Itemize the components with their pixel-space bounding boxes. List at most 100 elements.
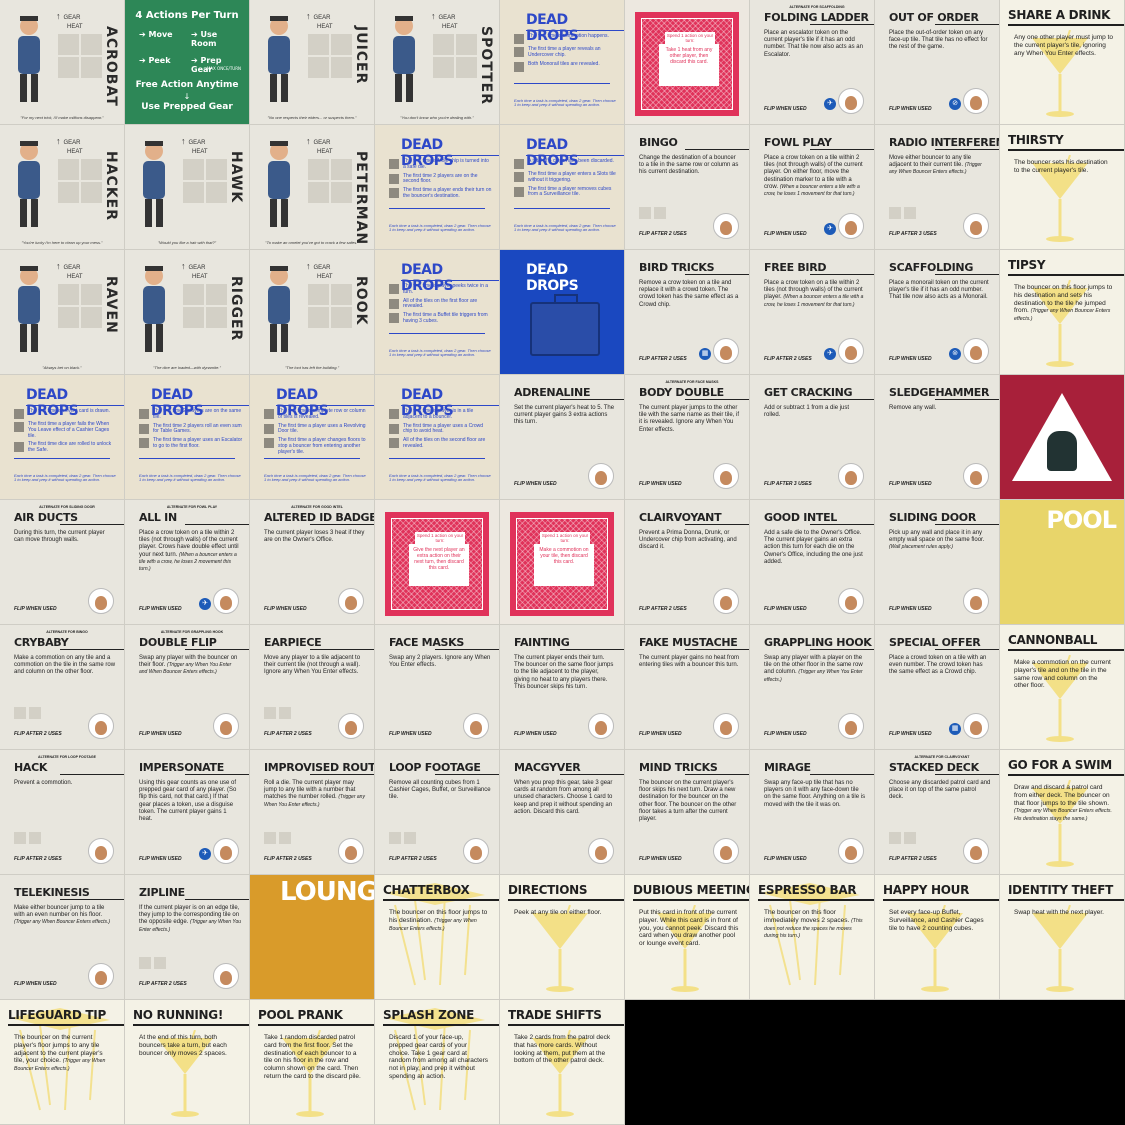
card-rigger[interactable]: GEAR HEAT RIGGER "The dice are loaded—with … [125, 250, 250, 375]
task-checkbox[interactable] [14, 409, 24, 419]
card-dead-drops[interactable]: DEAD DROPS [500, 250, 625, 375]
card-sliding-door[interactable]: SLIDING DOOR Pick up any wall and place i… [875, 500, 1000, 625]
card-bingo[interactable]: BINGO Change the destination of a bouncer… [625, 125, 750, 250]
card-share-a-drink[interactable]: SHARE A DRINK Any one other player must j… [1000, 0, 1125, 125]
task-checkbox[interactable] [14, 422, 24, 432]
use-box[interactable] [389, 832, 401, 844]
task-checkbox[interactable] [389, 313, 399, 323]
use-box[interactable] [654, 207, 666, 219]
task-checkbox[interactable] [14, 442, 24, 453]
card-air-ducts[interactable]: ALTERNATE FOR SLIDING DOOR AIR DUCTS Durin… [0, 500, 125, 625]
card-impersonate[interactable]: IMPERSONATE Using this gear counts as one… [125, 750, 250, 875]
card-altered-id-badge[interactable]: ALTERNATE FOR GOOD INTEL ALTERED ID BADGE… [250, 500, 375, 625]
card-pool[interactable]: POOL [1000, 500, 1125, 625]
use-box[interactable] [264, 832, 276, 844]
card-dead-drops[interactable]: DEAD DROPS The first time a commotion hap… [500, 0, 625, 125]
card-directions[interactable]: DIRECTIONS Peek at any tile on either flo… [500, 875, 625, 1000]
use-box[interactable] [889, 832, 901, 844]
card-hacker[interactable]: GEAR HEAT HACKER "You're lucky I'm here to … [0, 125, 125, 250]
card-out-of-order[interactable]: OUT OF ORDER Place the out-of-order token… [875, 0, 1000, 125]
task-checkbox[interactable] [389, 188, 399, 198]
task-checkbox[interactable] [514, 159, 524, 169]
card-fainting[interactable]: FAINTING The current player ends their tu… [500, 625, 625, 750]
card-dubious-meeting[interactable]: DUBIOUS MEETING Put this card in front of… [625, 875, 750, 1000]
task-checkbox[interactable] [514, 34, 524, 44]
card-body-double[interactable]: ALTERNATE FOR FACE MASKS BODY DOUBLE The c… [625, 375, 750, 500]
card-all-in[interactable]: ALTERNATE FOR FOWL PLAY ALL IN Place a cro… [125, 500, 250, 625]
card-trade-shifts[interactable]: TRADE SHIFTS Take 2 cards from the patrol… [500, 1000, 625, 1125]
card-pc[interactable]: Spend 1 action on your turn: Take 1 heat … [625, 0, 750, 125]
card-happy-hour[interactable]: HAPPY HOUR Set every face-up Buffet, Surv… [875, 875, 1000, 1000]
card-go-for-a-swim[interactable]: GO FOR A SWIM Draw and discard a patrol c… [1000, 750, 1125, 875]
card-earpiece[interactable]: EARPIECE Move any player to a tile adjace… [250, 625, 375, 750]
card-fake-mustache[interactable]: FAKE MUSTACHE The current player gains no… [625, 625, 750, 750]
card-crybaby[interactable]: ALTERNATE FOR BINGO CRYBABY Make a commoti… [0, 625, 125, 750]
card-dead-drops[interactable]: DEAD DROPS The first time a player peeks … [375, 250, 500, 375]
card-mirage[interactable]: MIRAGE Swap any face-up tile that has no … [750, 750, 875, 875]
task-checkbox[interactable] [514, 172, 524, 182]
card-mind-tricks[interactable]: MIND TRICKS The bouncer on the current pl… [625, 750, 750, 875]
task-checkbox[interactable] [389, 423, 399, 434]
use-box[interactable] [29, 832, 41, 844]
card-sledgehammer[interactable]: SLEDGEHAMMER Remove any wall. FLIP WHEN US… [875, 375, 1000, 500]
card-splash-zone[interactable]: SPLASH ZONE Discard 1 of your face-up, pr… [375, 1000, 500, 1125]
use-box[interactable] [279, 707, 291, 719]
use-box[interactable] [904, 207, 916, 219]
card-pc[interactable]: Spend 1 action on your turn: Give the nex… [375, 500, 500, 625]
card-macgyver[interactable]: MACGYVER When you prep this gear, take 3 … [500, 750, 625, 875]
card-adrenaline[interactable]: ADRENALINE Set the current player's heat … [500, 375, 625, 500]
card-scaffolding[interactable]: SCAFFOLDING Place a monorail token on the… [875, 250, 1000, 375]
task-checkbox[interactable] [264, 409, 274, 419]
task-checkbox[interactable] [389, 438, 399, 448]
card-dead-drops[interactable]: DEAD DROPS The first time 2 players are o… [125, 375, 250, 500]
card-cannonball[interactable]: CANNONBALL Make a commotion on the curren… [1000, 625, 1125, 750]
use-box[interactable] [154, 957, 166, 969]
use-box[interactable] [889, 207, 901, 219]
card-chatterbox[interactable]: CHATTERBOX The bouncer on this floor jump… [375, 875, 500, 1000]
use-box[interactable] [139, 957, 151, 969]
card-face-masks[interactable]: FACE MASKS Swap any 2 players. Ignore any… [375, 625, 500, 750]
task-checkbox[interactable] [264, 423, 274, 434]
card-dead-drops[interactable]: DEAD DROPS A total of 4 chips have been d… [500, 125, 625, 250]
card-espresso-bar[interactable]: ESPRESSO BAR The bouncer on this floor im… [750, 875, 875, 1000]
card-clairvoyant[interactable]: CLAIRVOYANT Prevent a Prima Donna, Drunk,… [625, 500, 750, 625]
task-checkbox[interactable] [389, 284, 399, 294]
card-4-actions-per-turn[interactable]: 4 Actions Per Turn MoveUse RoomPeekPrep G… [125, 0, 250, 125]
card-thirsty[interactable]: THIRSTY The bouncer sets his destination … [1000, 125, 1125, 250]
card-acrobat[interactable]: GEAR HEAT ACROBAT "For my next trick, I'll … [0, 0, 125, 125]
task-checkbox[interactable] [514, 47, 524, 57]
card-folding-ladder[interactable]: ALTERNATE FOR SCAFFOLDING FOLDING LADDER P… [750, 0, 875, 125]
card-radio-interference[interactable]: RADIO INTERFERENCE Move either bouncer to… [875, 125, 1000, 250]
card-hack[interactable]: ALTERNATE FOR LOOP FOOTAGE HACK Prevent a … [0, 750, 125, 875]
card-rook[interactable]: GEAR HEAT ROOK "The loot has left the build… [250, 250, 375, 375]
card-double-flip[interactable]: ALTERNATE FOR GRAPPLING HOOK DOUBLE FLIP S… [125, 625, 250, 750]
card-improvised-route[interactable]: IMPROVISED ROUTE Roll a die. The current … [250, 750, 375, 875]
card-dead-drops[interactable]: DEAD DROPS The first time a complete row … [250, 375, 375, 500]
card-fowl-play[interactable]: FOWL PLAY Place a crow token on a tile wi… [750, 125, 875, 250]
card-raven[interactable]: GEAR HEAT RAVEN "Always bet on black." [0, 250, 125, 375]
task-checkbox[interactable] [389, 159, 399, 169]
use-box[interactable] [404, 832, 416, 844]
card-alarm[interactable] [1000, 375, 1125, 500]
task-checkbox[interactable] [389, 298, 399, 309]
card-bird-tricks[interactable]: BIRD TRICKS Remove a crow token on a tile… [625, 250, 750, 375]
task-checkbox[interactable] [514, 61, 524, 72]
card-spotter[interactable]: GEAR HEAT SPOTTER "You don't know who you'r… [375, 0, 500, 125]
task-checkbox[interactable] [389, 409, 399, 419]
card-dead-drops[interactable]: DEAD DROPS The first time a player is in … [375, 375, 500, 500]
card-tipsy[interactable]: TIPSY The bouncer on this floor jumps to … [1000, 250, 1125, 375]
task-checkbox[interactable] [389, 173, 399, 184]
card-identity-theft[interactable]: IDENTITY THEFT Swap heat with the next pl… [1000, 875, 1125, 1000]
card-hawk[interactable]: GEAR HEAT HAWK "Would you like a hair with … [125, 125, 250, 250]
card-grappling-hook[interactable]: GRAPPLING HOOK Swap any player with a pla… [750, 625, 875, 750]
card-no-running[interactable]: NO RUNNING! At the end of this turn, both… [125, 1000, 250, 1125]
use-box[interactable] [29, 707, 41, 719]
card-lifeguard-tip[interactable]: LIFEGUARD TIP The bouncer on the current … [0, 1000, 125, 1125]
card-good-intel[interactable]: GOOD INTEL Add a safe die to the Owner's … [750, 500, 875, 625]
task-checkbox[interactable] [139, 409, 149, 419]
use-box[interactable] [14, 707, 26, 719]
card-get-cracking[interactable]: GET CRACKING Add or subtract 1 from a die… [750, 375, 875, 500]
card-dead-drops[interactable]: DEAD DROPS The first time an event card i… [0, 375, 125, 500]
use-box[interactable] [639, 207, 651, 219]
card-stacked-deck[interactable]: ALTERNATE FOR CLAIRVOYANT STACKED DECK Cho… [875, 750, 1000, 875]
